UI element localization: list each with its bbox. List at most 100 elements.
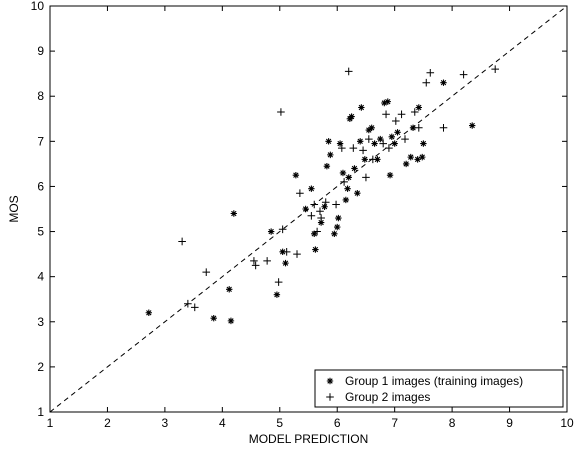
plus-point bbox=[202, 268, 211, 276]
legend-label-group-2: Group 2 images bbox=[345, 390, 430, 404]
asterisk-point bbox=[469, 122, 476, 129]
x-tick-label: 3 bbox=[162, 416, 169, 430]
plus-point bbox=[359, 146, 367, 155]
plus-point bbox=[307, 211, 316, 220]
asterisk-point bbox=[335, 214, 342, 222]
asterisk-point bbox=[386, 171, 394, 179]
plus-point bbox=[338, 144, 346, 152]
asterisk-point bbox=[345, 174, 352, 181]
x-tick-label: 4 bbox=[219, 416, 226, 430]
plus-point bbox=[349, 144, 358, 152]
plus-point bbox=[362, 173, 370, 182]
asterisk-point bbox=[420, 140, 427, 147]
data-points bbox=[145, 65, 499, 325]
legend-label-group-1: Group 1 images (training images) bbox=[345, 374, 523, 388]
legend: Group 1 images (training images) Group 2… bbox=[314, 369, 564, 408]
y-tick-label: 6 bbox=[37, 179, 44, 193]
plus-point bbox=[414, 124, 423, 132]
asterisk-point bbox=[279, 248, 286, 256]
asterisk-point bbox=[145, 309, 153, 316]
y-tick-label: 4 bbox=[37, 270, 44, 284]
plus-point bbox=[321, 198, 330, 207]
plus-point bbox=[369, 155, 377, 164]
legend-marker-group-2 bbox=[326, 393, 334, 401]
asterisk-point bbox=[344, 185, 351, 192]
y-axis-label: MOS bbox=[7, 195, 21, 222]
asterisk-point bbox=[388, 133, 395, 141]
asterisk-point bbox=[267, 228, 275, 235]
asterisk-point bbox=[377, 135, 384, 143]
asterisk-point bbox=[331, 230, 338, 238]
plus-point bbox=[392, 117, 400, 125]
plus-point bbox=[313, 227, 321, 236]
asterisk-point bbox=[230, 210, 238, 217]
asterisk-point bbox=[308, 185, 315, 192]
plus-point bbox=[250, 257, 258, 265]
asterisk-point bbox=[394, 129, 401, 136]
plus-point bbox=[379, 139, 387, 148]
x-tick-label: 6 bbox=[334, 416, 341, 430]
plus-point bbox=[293, 250, 301, 258]
x-tick-label: 8 bbox=[449, 416, 456, 430]
plus-point bbox=[316, 207, 324, 216]
plus-point bbox=[401, 135, 409, 143]
asterisk-point bbox=[409, 124, 417, 131]
plus-point bbox=[190, 303, 199, 312]
x-tick-label: 9 bbox=[506, 416, 513, 430]
y-tick-label: 9 bbox=[37, 44, 44, 58]
plus-point bbox=[184, 299, 192, 308]
asterisk-point bbox=[273, 291, 281, 298]
axis-ticks bbox=[49, 5, 568, 413]
asterisk-point bbox=[357, 138, 364, 145]
plus-point bbox=[340, 178, 348, 186]
asterisk-point bbox=[327, 151, 334, 159]
asterisk-point bbox=[342, 196, 350, 204]
asterisk-point bbox=[415, 104, 422, 111]
asterisk-point bbox=[374, 156, 381, 163]
plus-point bbox=[410, 108, 419, 116]
asterisk-point bbox=[336, 140, 344, 147]
asterisk-point bbox=[351, 165, 358, 172]
asterisk-point bbox=[384, 98, 391, 105]
plus-point bbox=[426, 68, 435, 77]
y-tick-label: 3 bbox=[37, 315, 44, 329]
plus-point bbox=[251, 261, 260, 270]
asterisk-point bbox=[419, 153, 426, 161]
y-tick-label: 5 bbox=[37, 225, 44, 239]
plus-point bbox=[277, 108, 285, 116]
plus-point bbox=[365, 135, 373, 143]
plus-point bbox=[274, 278, 283, 286]
plus-point bbox=[439, 124, 448, 132]
asterisk-point bbox=[302, 205, 309, 213]
asterisk-point bbox=[311, 230, 318, 238]
plus-point bbox=[278, 225, 287, 234]
asterisk-point bbox=[210, 314, 217, 322]
plus-point bbox=[332, 200, 340, 209]
asterisk-point bbox=[371, 140, 378, 147]
asterisk-point bbox=[227, 317, 235, 325]
asterisk-point bbox=[312, 246, 319, 253]
y-tick-label: 7 bbox=[37, 134, 44, 148]
asterisk-point bbox=[368, 124, 375, 131]
x-tick-label: 2 bbox=[104, 416, 111, 430]
x-tick-label: 7 bbox=[391, 416, 398, 430]
plus-point bbox=[326, 393, 334, 401]
asterisk-point bbox=[317, 219, 325, 226]
asterisk-point bbox=[407, 153, 414, 161]
asterisk-point bbox=[292, 171, 300, 179]
asterisk-point bbox=[354, 190, 361, 197]
asterisk-point bbox=[365, 126, 373, 134]
plus-point bbox=[422, 78, 431, 87]
x-tick-label: 5 bbox=[276, 416, 283, 430]
asterisk-point bbox=[358, 104, 365, 111]
plus-point bbox=[382, 110, 390, 119]
asterisk-point bbox=[339, 169, 347, 177]
asterisk-point bbox=[414, 156, 421, 163]
y-tick-label: 2 bbox=[37, 360, 44, 374]
plus-point bbox=[385, 144, 393, 152]
y-tick-label: 8 bbox=[37, 89, 44, 103]
asterisk-point bbox=[402, 160, 410, 168]
plus-point bbox=[397, 110, 406, 119]
plus-point bbox=[263, 257, 271, 265]
